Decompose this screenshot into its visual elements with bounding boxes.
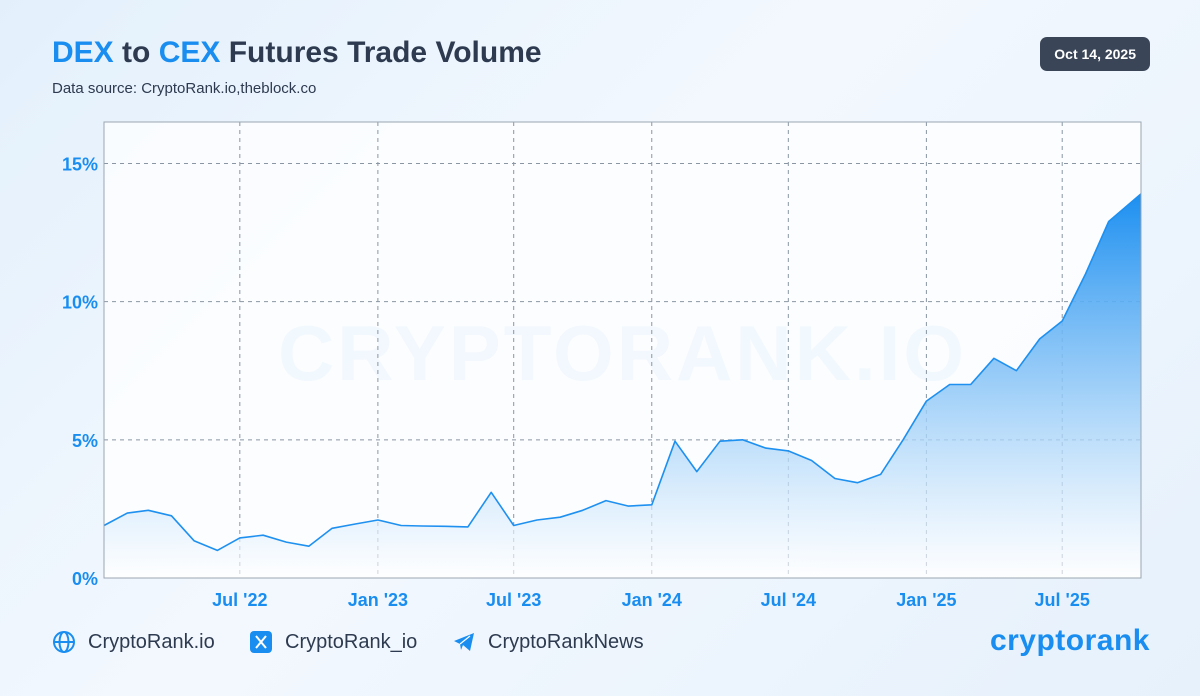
title-cex: CEX	[158, 36, 221, 69]
y-tick-label: 15%	[62, 154, 98, 174]
x-tick-label: Jan '24	[622, 590, 682, 610]
data-point	[559, 516, 561, 518]
data-point	[262, 534, 264, 536]
cryptorank-logo: cryptorank	[989, 624, 1150, 657]
chart-title: DEX to CEX Futures Trade Volume	[52, 36, 542, 70]
data-point	[902, 439, 904, 441]
footer-website-label: CryptoRank.io	[88, 630, 215, 653]
data-point	[239, 537, 241, 539]
data-point	[1039, 338, 1041, 340]
series-line	[103, 193, 1142, 552]
data-point	[651, 504, 653, 506]
data-point	[421, 525, 423, 527]
data-point	[787, 450, 789, 452]
data-point	[810, 459, 812, 461]
data-point	[444, 525, 446, 527]
data-point	[741, 439, 743, 441]
y-tick-label: 0%	[72, 569, 98, 589]
telegram-icon	[454, 633, 474, 651]
data-point	[353, 523, 355, 525]
title-dex: DEX	[52, 36, 114, 69]
data-point	[536, 519, 538, 521]
data-point	[331, 527, 333, 529]
footer-twitter-link[interactable]: CryptoRank_io	[249, 630, 417, 654]
data-point	[949, 383, 951, 385]
title-rest: Futures Trade Volume	[228, 36, 542, 69]
data-point	[513, 524, 515, 526]
x-tick-label: Jul '25	[1035, 590, 1090, 610]
data-point	[377, 519, 379, 521]
x-tick-label: Jul '23	[486, 590, 541, 610]
plot-border	[103, 121, 1142, 579]
data-source: Data source: CryptoRank.io,theblock.co	[52, 80, 317, 97]
footer-telegram-link[interactable]: CryptoRankNews	[452, 630, 644, 654]
data-point	[1015, 370, 1017, 372]
data-point	[582, 509, 584, 511]
series-area	[104, 193, 1141, 578]
data-point	[879, 473, 881, 475]
data-point	[216, 549, 218, 551]
x-tick-label: Jan '23	[348, 590, 408, 610]
data-point	[834, 477, 836, 479]
data-point	[400, 524, 402, 526]
data-point	[490, 491, 492, 493]
data-point	[1108, 220, 1110, 222]
y-tick-label: 5%	[72, 431, 98, 451]
data-point	[308, 545, 310, 547]
data-point	[696, 470, 698, 472]
data-point	[1084, 273, 1086, 275]
data-point	[674, 440, 676, 442]
footer-website-link[interactable]: CryptoRank.io	[52, 630, 215, 654]
footer-twitter-label: CryptoRank_io	[285, 630, 418, 653]
data-point	[147, 509, 149, 511]
data-point	[856, 482, 858, 484]
data-point	[970, 383, 972, 385]
data-point	[627, 505, 629, 507]
data-point	[170, 515, 172, 517]
watermark: CRYPTORANK.IO	[278, 309, 967, 397]
data-point	[925, 400, 927, 402]
x-tick-label: Jul '22	[212, 590, 267, 610]
x-twitter-icon	[250, 631, 272, 653]
data-point	[126, 512, 128, 514]
x-tick-label: Jan '25	[896, 590, 956, 610]
y-tick-label: 10%	[62, 293, 98, 313]
globe-icon	[53, 631, 75, 653]
footer-telegram-label: CryptoRankNews	[488, 630, 644, 653]
data-point	[193, 540, 195, 542]
title-to: to	[122, 36, 151, 69]
data-point	[719, 440, 721, 442]
data-point	[605, 499, 607, 501]
data-point	[285, 541, 287, 543]
data-point	[1061, 320, 1063, 322]
data-point	[467, 526, 469, 528]
x-tick-label: Jul '24	[761, 590, 816, 610]
data-point	[993, 357, 995, 359]
date-badge: Oct 14, 2025	[1040, 37, 1150, 71]
data-point	[765, 447, 767, 449]
